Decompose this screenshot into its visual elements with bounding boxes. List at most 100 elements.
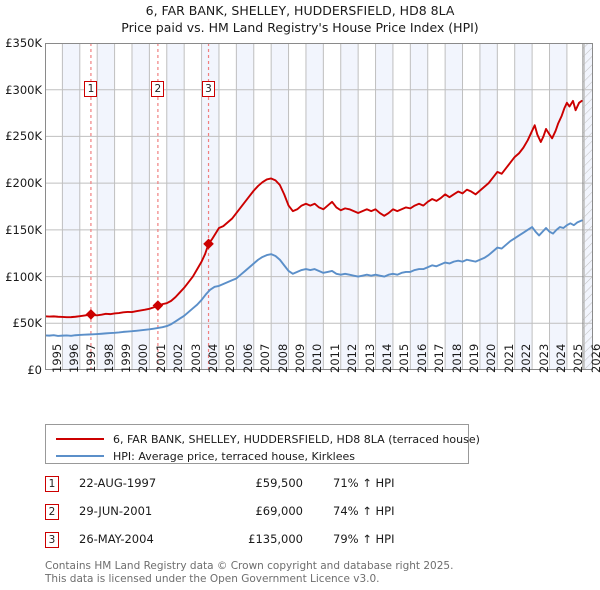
x-axis-tick-label: 2012 bbox=[345, 343, 360, 373]
legend-label: HPI: Average price, terraced house, Kirk… bbox=[113, 449, 356, 463]
transaction-index-badge: 2 bbox=[45, 504, 59, 520]
year-band bbox=[549, 43, 567, 370]
transaction-point-marker bbox=[152, 300, 164, 311]
y-axis-tick-label: £50K bbox=[12, 316, 43, 331]
transaction-price: £69,000 bbox=[255, 504, 303, 518]
table-row: 2 29-JUN-2001 £69,000 74% ↑ HPI bbox=[45, 502, 465, 530]
x-axis-tick-label: 1998 bbox=[101, 343, 116, 373]
transaction-badge-3: 3 bbox=[202, 81, 216, 97]
x-axis-tick-label: 2006 bbox=[240, 343, 255, 373]
x-axis-tick-label: 2007 bbox=[258, 343, 273, 373]
footer-attribution: Contains HM Land Registry data © Crown c… bbox=[45, 560, 585, 585]
x-axis-tick-label: 1996 bbox=[66, 343, 81, 373]
horizontal-gridlines bbox=[45, 43, 593, 324]
year-band bbox=[236, 43, 254, 370]
x-axis-tick-label: 2000 bbox=[136, 343, 151, 373]
x-axis-tick-label: 2016 bbox=[414, 343, 429, 373]
x-axis-tick-label: 2015 bbox=[397, 343, 412, 373]
transaction-hpi-delta: 71% ↑ HPI bbox=[333, 476, 395, 490]
legend-color-swatch bbox=[56, 438, 104, 440]
x-axis-tick-label: 2010 bbox=[310, 343, 325, 373]
transaction-price: £59,500 bbox=[255, 476, 303, 490]
x-axis-tick-label: 2011 bbox=[327, 343, 342, 373]
transaction-badge-1: 1 bbox=[84, 81, 98, 97]
title-primary: 6, FAR BANK, SHELLEY, HUDDERSFIELD, HD8 … bbox=[145, 3, 455, 18]
transaction-point-markers bbox=[85, 238, 214, 320]
y-axis-tick-label: £300K bbox=[5, 82, 42, 97]
y-axis-tick-label: £0 bbox=[27, 363, 42, 377]
legend-item: 6, FAR BANK, SHELLEY, HUDDERSFIELD, HD8 … bbox=[46, 429, 480, 449]
x-axis-tick-label: 2001 bbox=[153, 343, 168, 373]
table-row: 3 26-MAY-2004 £135,000 79% ↑ HPI bbox=[45, 530, 465, 558]
transaction-date: 29-JUN-2001 bbox=[79, 504, 153, 518]
year-bands bbox=[62, 43, 593, 370]
y-axis-tick-label: £100K bbox=[5, 269, 42, 284]
transaction-point-marker bbox=[85, 309, 97, 320]
year-band bbox=[305, 43, 324, 370]
y-axis-tick-label: £350K bbox=[5, 36, 42, 50]
transaction-table: 1 22-AUG-1997 £59,500 71% ↑ HPI 2 29-JUN-2001… bbox=[45, 474, 465, 558]
title-secondary: Price paid vs. HM Land Registry's House … bbox=[121, 20, 479, 35]
chart-legend: 6, FAR BANK, SHELLEY, HUDDERSFIELD, HD8 … bbox=[45, 424, 480, 466]
transaction-hpi-delta: 74% ↑ HPI bbox=[333, 504, 395, 518]
data-series bbox=[45, 99, 583, 337]
year-band bbox=[445, 43, 463, 370]
series-line bbox=[45, 99, 583, 319]
year-band bbox=[131, 43, 150, 370]
chart-plot-area: 1 2 3 bbox=[45, 43, 593, 370]
transaction-index-badge: 3 bbox=[45, 532, 59, 548]
x-axis-tick-label: 2018 bbox=[449, 343, 464, 373]
x-axis-tick-label: 2023 bbox=[536, 343, 551, 373]
year-band bbox=[514, 43, 533, 370]
transaction-point-marker bbox=[203, 238, 214, 250]
series-line bbox=[45, 219, 583, 337]
table-row: 1 22-AUG-1997 £59,500 71% ↑ HPI bbox=[45, 474, 465, 502]
chart-svg bbox=[45, 43, 593, 370]
year-band bbox=[97, 43, 115, 370]
x-axis-tick-label: 1995 bbox=[49, 343, 64, 373]
x-axis-tick-label: 2020 bbox=[484, 343, 499, 373]
y-axis-tick-label: £200K bbox=[5, 176, 42, 191]
year-band bbox=[62, 43, 80, 370]
year-band bbox=[201, 43, 219, 370]
footer-line-1: Contains HM Land Registry data © Crown c… bbox=[45, 560, 454, 572]
transaction-date: 22-AUG-1997 bbox=[79, 476, 157, 490]
year-band bbox=[479, 43, 498, 370]
x-axis-labels: 1995 1996 1997 1998 1999 2000 2001 2002 2003 2004… bbox=[45, 344, 600, 425]
y-axis-tick-label: £250K bbox=[5, 129, 42, 144]
year-band bbox=[166, 43, 185, 370]
transaction-hpi-delta: 79% ↑ HPI bbox=[333, 532, 395, 546]
y-axis-tick-label: £150K bbox=[5, 222, 42, 237]
plot-border bbox=[45, 43, 593, 370]
x-axis-tick-label: 2004 bbox=[206, 343, 221, 373]
x-axis-tick-label: 2003 bbox=[188, 343, 203, 373]
x-axis-tick-label: 2022 bbox=[519, 343, 534, 373]
transaction-badge-2: 2 bbox=[151, 81, 165, 97]
transaction-date: 26-MAY-2004 bbox=[79, 532, 154, 546]
footer-line-2: This data is licensed under the Open Gov… bbox=[45, 572, 380, 585]
x-axis-tick-label: 2014 bbox=[380, 343, 395, 373]
x-axis-tick-label: 1999 bbox=[119, 343, 134, 373]
x-axis-tick-label: 2005 bbox=[223, 343, 238, 373]
x-axis-tick-label: 2021 bbox=[501, 343, 516, 373]
x-axis-tick-label: 2026 bbox=[588, 343, 600, 373]
x-axis-tick-label: 2024 bbox=[554, 343, 568, 373]
transaction-price: £135,000 bbox=[248, 532, 303, 546]
legend-label: 6, FAR BANK, SHELLEY, HUDDERSFIELD, HD8 … bbox=[113, 432, 480, 446]
future-hatch bbox=[582, 43, 593, 370]
year-band bbox=[410, 43, 428, 370]
transaction-index-badge: 1 bbox=[45, 476, 59, 492]
year-band bbox=[375, 43, 393, 370]
x-axis-tick-label: 2009 bbox=[293, 343, 308, 373]
x-axis-tick-label: 2008 bbox=[275, 343, 290, 373]
legend-color-swatch bbox=[56, 455, 104, 457]
future-region-hatch bbox=[582, 43, 593, 370]
legend-item: HPI: Average price, terraced house, Kirk… bbox=[46, 446, 355, 466]
year-band bbox=[271, 43, 289, 370]
x-axis-tick-label: 2002 bbox=[171, 343, 186, 373]
year-band bbox=[340, 43, 359, 370]
x-axis-tick-label: 1997 bbox=[84, 343, 99, 373]
page-title: 6, FAR BANK, SHELLEY, HUDDERSFIELD, HD8 … bbox=[0, 2, 600, 36]
x-axis-tick-label: 2019 bbox=[467, 343, 482, 373]
